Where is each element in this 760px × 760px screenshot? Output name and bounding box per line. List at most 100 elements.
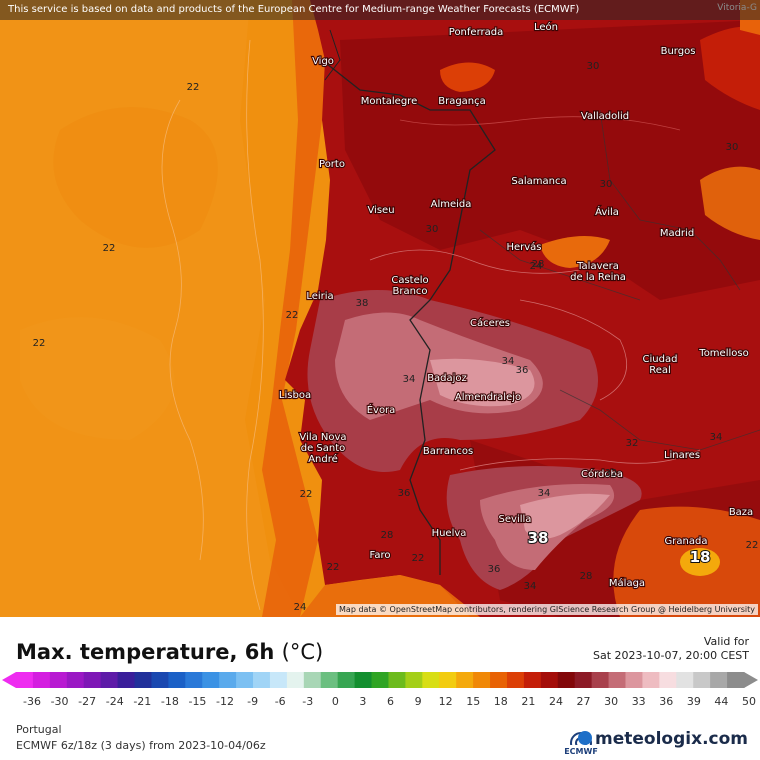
scale-tick-label: -6 xyxy=(274,695,286,708)
city-label[interactable]: Córdoba xyxy=(580,467,624,481)
scale-swatch xyxy=(134,672,152,688)
city-label[interactable]: Granada xyxy=(663,535,708,548)
scale-swatch xyxy=(219,672,237,688)
temperature-value: 24 xyxy=(530,261,543,272)
map-title: Max. temperature, 6h (°C) xyxy=(16,640,323,664)
scale-swatch xyxy=(168,672,186,688)
scale-swatch xyxy=(303,672,322,688)
scale-swatch xyxy=(557,672,576,688)
scale-swatch xyxy=(354,672,373,688)
temperature-value: 32 xyxy=(605,468,618,479)
scale-swatch xyxy=(253,672,271,688)
scale-tick-label: -21 xyxy=(133,695,152,708)
city-label[interactable]: André xyxy=(307,452,339,466)
city-label[interactable]: Ciudad xyxy=(641,353,678,366)
scale-tick-label: 6 xyxy=(387,695,394,708)
temperature-value: 38 xyxy=(528,529,549,547)
city-label[interactable]: Linares xyxy=(663,449,701,462)
city-label[interactable]: Viseu xyxy=(366,204,395,217)
city-label[interactable]: Tomelloso xyxy=(697,347,750,360)
temperature-value: 34 xyxy=(502,356,515,367)
city-label[interactable]: Sevilla xyxy=(497,513,532,526)
city-label[interactable]: de Santo xyxy=(300,442,347,455)
brand-name: meteologix.com xyxy=(595,729,748,749)
city-label[interactable]: Hervás xyxy=(505,240,542,254)
city-label[interactable]: Vila Nova xyxy=(298,431,347,444)
scale-tick-label: 27 xyxy=(576,695,591,708)
scale-tick-label: 39 xyxy=(686,695,701,708)
scale-swatch xyxy=(676,672,694,688)
temperature-value: 36 xyxy=(398,488,411,499)
city-label[interactable]: León xyxy=(533,20,559,34)
city-label[interactable]: Montalegre xyxy=(360,95,419,108)
scale-swatch xyxy=(117,672,136,688)
ecmwf-banner: This service is based on data and produc… xyxy=(0,0,760,20)
scale-tick-label: 24 xyxy=(548,695,563,708)
scale-swatch xyxy=(727,672,745,688)
footer-panel xyxy=(0,617,760,760)
scale-max-arrow xyxy=(744,672,758,688)
city-label[interactable]: Huelva xyxy=(430,527,467,540)
city-label[interactable]: Málaga xyxy=(608,576,646,590)
temperature-value: 22 xyxy=(33,338,46,349)
city-label[interactable]: Ponferrada xyxy=(448,26,505,39)
city-label[interactable]: Évora xyxy=(366,402,397,417)
city-label[interactable]: Talavera xyxy=(575,260,620,273)
scale-swatch xyxy=(202,672,220,688)
weather-map[interactable]: Ponferrada León Vigo Burgos Montalegre Bragan… xyxy=(0,0,760,617)
valid-time: Valid for Sat 2023-10-07, 20:00 CEST xyxy=(593,635,749,663)
meteologix-icon xyxy=(578,731,593,745)
city-label[interactable]: Castelo xyxy=(390,274,429,287)
city-label[interactable]: Leiria xyxy=(305,290,335,303)
city-label[interactable]: Barrancos xyxy=(422,445,475,458)
city-label[interactable]: Ávila xyxy=(594,204,620,219)
city-label[interactable]: Madrid xyxy=(659,227,696,240)
scale-tick-label: 30 xyxy=(604,695,619,708)
scale-tick-label: -36 xyxy=(23,695,41,708)
scale-tick-label: 44 xyxy=(714,695,729,708)
temperature-value: 22 xyxy=(103,243,116,254)
city-label[interactable]: Branco xyxy=(391,285,428,298)
temperature-value: 18 xyxy=(690,548,711,566)
scale-swatch xyxy=(337,672,356,688)
city-label[interactable]: Real xyxy=(648,364,672,377)
scale-swatch xyxy=(473,672,491,688)
city-label[interactable]: Salamanca xyxy=(510,175,567,188)
temperature-value: 22 xyxy=(300,489,313,500)
city-label[interactable]: Vigo xyxy=(311,55,335,68)
scale-swatch xyxy=(574,672,593,688)
city-label[interactable]: Valladolid xyxy=(580,110,630,123)
title-main: Max. temperature, 6h xyxy=(16,640,275,664)
model-run: ECMWF 6z/18z (3 days) from 2023-10-04/06… xyxy=(16,739,266,752)
city-label[interactable]: Faro xyxy=(368,549,391,562)
city-label[interactable]: Burgos xyxy=(659,45,696,58)
valid-timestamp: Sat 2023-10-07, 20:00 CEST xyxy=(593,649,749,662)
city-label[interactable]: de la Reina xyxy=(569,271,627,284)
scale-tick-label: -27 xyxy=(78,695,97,708)
temperature-value: 22 xyxy=(286,310,299,321)
city-label[interactable]: Lisboa xyxy=(278,389,312,402)
scale-swatch xyxy=(151,672,169,688)
city-label[interactable]: Baza xyxy=(728,506,755,519)
scale-swatch xyxy=(405,672,423,688)
scale-swatch xyxy=(625,672,643,688)
city-label[interactable]: Almendralejo xyxy=(454,391,522,404)
scale-tick-label: 0 xyxy=(331,695,339,708)
scale-min-arrow xyxy=(2,672,16,688)
temperature-value: 30 xyxy=(587,61,600,72)
valid-label: Valid for xyxy=(703,635,749,648)
scale-tick-label: -15 xyxy=(188,695,207,708)
scale-tick-label: -24 xyxy=(105,695,124,708)
city-label[interactable]: Cáceres xyxy=(469,316,511,330)
scale-swatch xyxy=(100,672,119,688)
meteologix-brand[interactable]: meteologix.com xyxy=(578,729,748,749)
scale-swatch xyxy=(16,672,34,688)
city-label[interactable]: Bragança xyxy=(437,95,487,108)
scale-tick-label: 15 xyxy=(466,695,481,708)
city-label[interactable]: Porto xyxy=(318,158,346,171)
city-label[interactable]: Almeida xyxy=(430,198,473,211)
scale-swatch xyxy=(269,672,288,688)
temperature-value: 36 xyxy=(488,564,501,575)
city-label[interactable]: Badajoz xyxy=(426,372,468,385)
map-attribution[interactable]: Map data © OpenStreetMap contributors, r… xyxy=(336,604,758,615)
